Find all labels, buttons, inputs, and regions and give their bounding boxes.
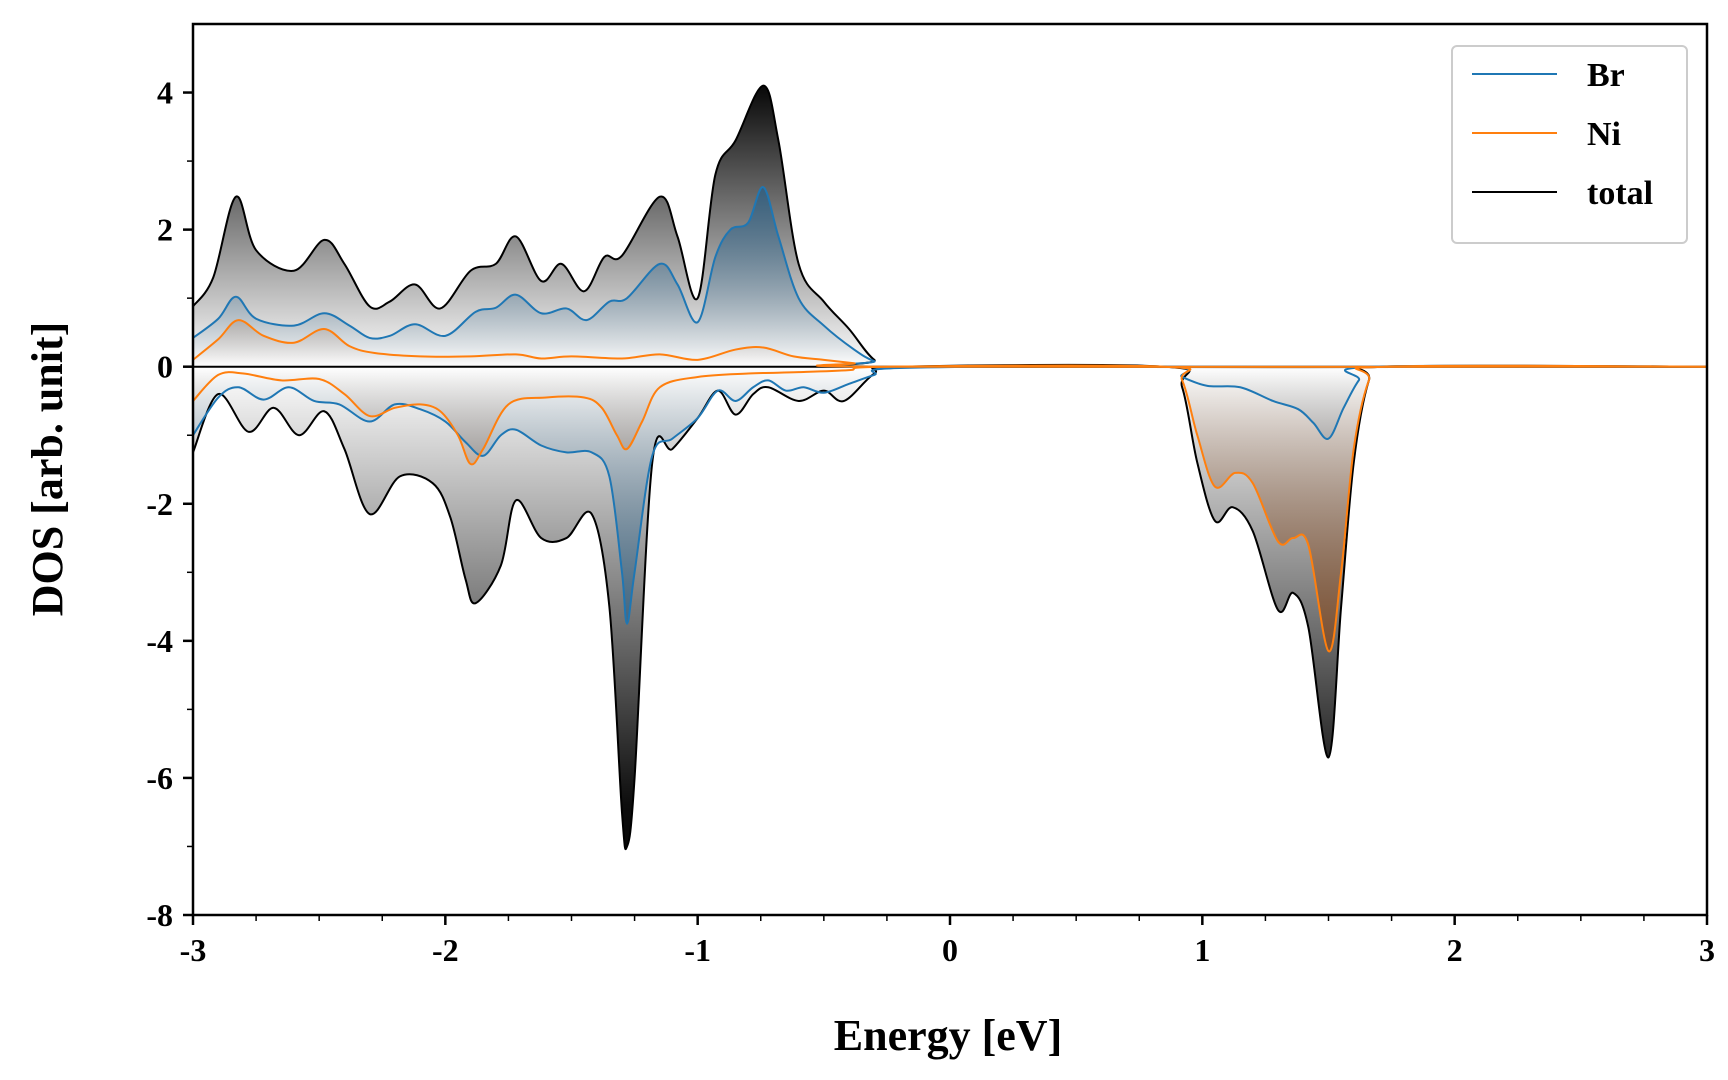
plot-area bbox=[193, 84, 1707, 851]
fill-ni-spin-up bbox=[193, 320, 1707, 367]
x-tick-label: -3 bbox=[180, 932, 207, 968]
legend-box bbox=[1451, 45, 1688, 244]
y-tick-label: 4 bbox=[157, 75, 173, 111]
fill-total-spin-down bbox=[193, 364, 1707, 850]
y-tick-label: -8 bbox=[146, 897, 173, 933]
line-ni-spin-down bbox=[193, 364, 1707, 653]
legend-label-ni: Ni bbox=[1587, 116, 1621, 153]
legend-label-total: total bbox=[1587, 175, 1653, 212]
fill-br-spin-up bbox=[193, 186, 1707, 368]
y-tick-label: 0 bbox=[157, 349, 173, 385]
fill-ni-spin-down bbox=[193, 365, 1707, 652]
y-tick-label: -2 bbox=[146, 486, 173, 522]
y-axis-title: DOS [arb. unit] bbox=[23, 322, 72, 617]
x-tick-label: 0 bbox=[942, 932, 958, 968]
legend-label-br: Br bbox=[1587, 57, 1625, 94]
x-axis-title: Energy [eV] bbox=[834, 1011, 1063, 1060]
x-tick-label: 2 bbox=[1447, 932, 1463, 968]
line-br-spin-up bbox=[193, 186, 1707, 369]
y-tick-label: -4 bbox=[146, 623, 173, 659]
y-tick-label: 2 bbox=[157, 212, 173, 248]
fill-total-spin-up bbox=[193, 85, 1707, 368]
x-tick-label: 3 bbox=[1699, 932, 1715, 968]
y-tick-label: -6 bbox=[146, 760, 173, 796]
axes: -3 -2 -1 0 1 2 3 -8 -6 -4 -2 0 2 4 bbox=[146, 22, 1715, 968]
x-tick-label: 1 bbox=[1194, 932, 1210, 968]
x-tick-label: -1 bbox=[684, 932, 711, 968]
legend: Br Ni total bbox=[1451, 45, 1688, 244]
line-total-spin-up bbox=[193, 84, 1707, 369]
line-ni-spin-up bbox=[193, 319, 1707, 368]
line-br-spin-down bbox=[193, 364, 1707, 625]
x-tick-label: -2 bbox=[432, 932, 459, 968]
